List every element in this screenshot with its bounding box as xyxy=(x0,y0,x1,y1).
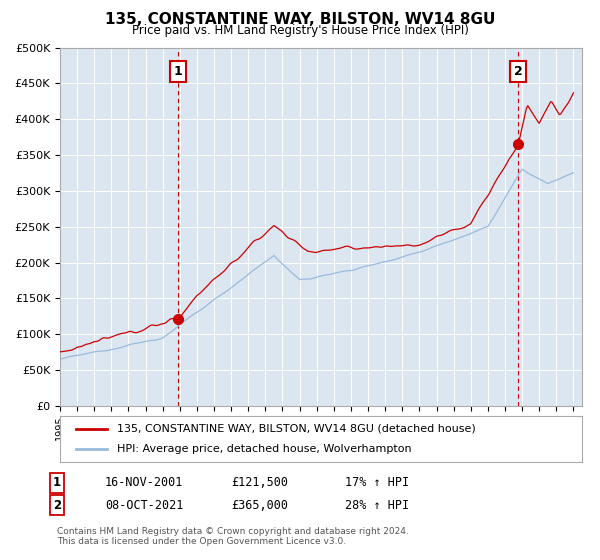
Text: Contains HM Land Registry data © Crown copyright and database right 2024.
This d: Contains HM Land Registry data © Crown c… xyxy=(57,526,409,546)
Text: 28% ↑ HPI: 28% ↑ HPI xyxy=(345,498,409,512)
Text: 135, CONSTANTINE WAY, BILSTON, WV14 8GU (detached house): 135, CONSTANTINE WAY, BILSTON, WV14 8GU … xyxy=(118,424,476,434)
Text: 08-OCT-2021: 08-OCT-2021 xyxy=(105,498,184,512)
Text: 2: 2 xyxy=(514,65,523,78)
Text: 135, CONSTANTINE WAY, BILSTON, WV14 8GU: 135, CONSTANTINE WAY, BILSTON, WV14 8GU xyxy=(105,12,495,27)
Text: 17% ↑ HPI: 17% ↑ HPI xyxy=(345,476,409,489)
Text: £121,500: £121,500 xyxy=(231,476,288,489)
Text: 16-NOV-2001: 16-NOV-2001 xyxy=(105,476,184,489)
Text: 2: 2 xyxy=(53,498,61,512)
Text: HPI: Average price, detached house, Wolverhampton: HPI: Average price, detached house, Wolv… xyxy=(118,444,412,454)
Text: 1: 1 xyxy=(173,65,182,78)
Text: Price paid vs. HM Land Registry's House Price Index (HPI): Price paid vs. HM Land Registry's House … xyxy=(131,24,469,37)
Text: 1: 1 xyxy=(53,476,61,489)
Text: £365,000: £365,000 xyxy=(231,498,288,512)
